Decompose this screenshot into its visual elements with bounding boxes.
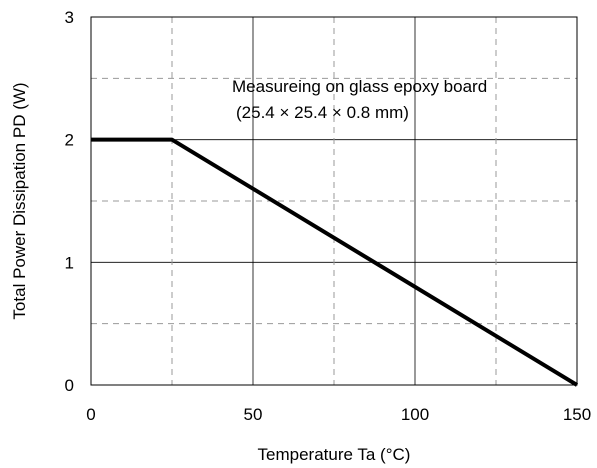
plot-frame <box>90 16 578 386</box>
x-tick-labels: 0 50 100 150 <box>86 405 591 424</box>
series <box>91 137 579 387</box>
y-axis-label: Total Power Dissipation PD (W) <box>10 82 29 319</box>
y-tick-label: 3 <box>65 8 74 27</box>
grid <box>91 17 577 385</box>
x-tick-label: 50 <box>244 405 263 424</box>
y-tick-labels: 0 1 2 3 <box>65 8 74 395</box>
y-tick-label: 0 <box>65 376 74 395</box>
annotation-line-2: (25.4 × 25.4 × 0.8 mm) <box>236 103 409 122</box>
x-axis-label: Temperature Ta (°C) <box>258 445 411 464</box>
y-tick-label: 2 <box>65 131 74 150</box>
series-line <box>91 137 579 387</box>
y-tick-label: 1 <box>65 253 74 272</box>
x-tick-label: 150 <box>563 405 591 424</box>
annotation-line-1: Measureing on glass epoxy board <box>232 77 487 96</box>
x-tick-label: 100 <box>401 405 429 424</box>
x-tick-label: 0 <box>86 405 95 424</box>
